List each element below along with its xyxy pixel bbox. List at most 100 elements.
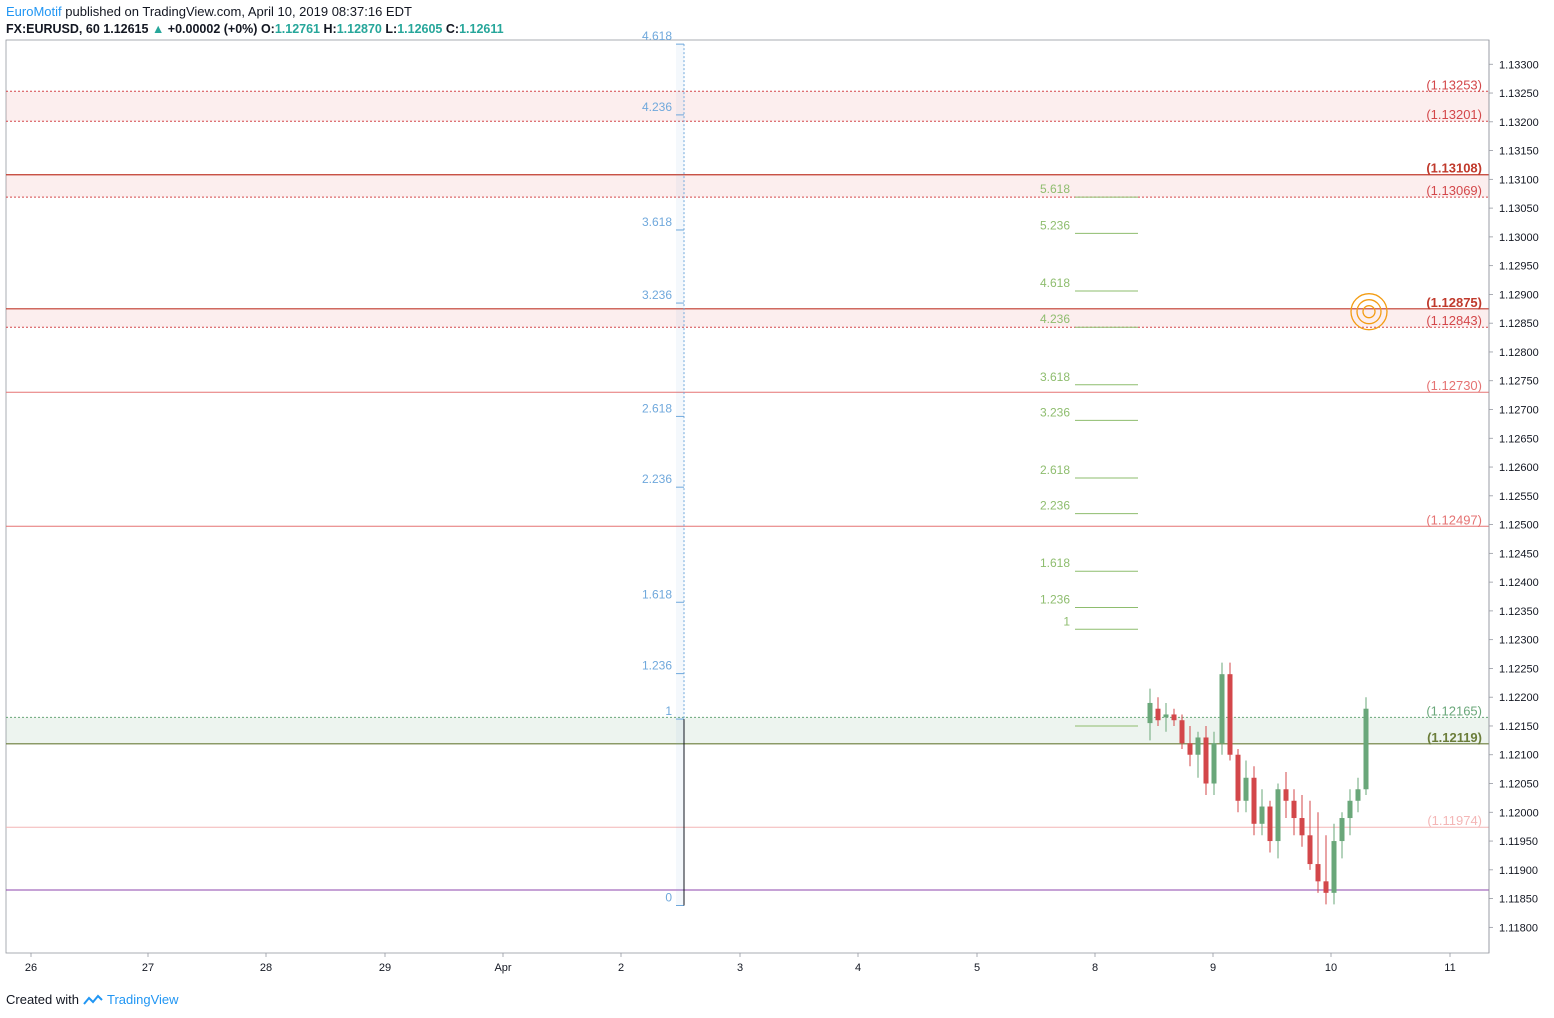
author-link[interactable]: EuroMotif xyxy=(6,4,62,19)
fib-left-band xyxy=(676,44,684,906)
price-tick-label-23: 1.12150 xyxy=(1499,721,1539,733)
price-tick-label-24: 1.12100 xyxy=(1499,750,1539,762)
candle-body-25 xyxy=(1347,800,1353,819)
time-tick-label-2: 28 xyxy=(260,962,272,974)
time-tick-label-6: 3 xyxy=(737,962,743,974)
fib-right-label-3: 4.236 xyxy=(1040,312,1070,326)
high-value: 1.12870 xyxy=(336,22,382,36)
fib-left-label-0: 4.618 xyxy=(642,29,672,43)
level-label-2: (1.13108) xyxy=(1426,161,1482,176)
candle-body-17 xyxy=(1283,789,1289,801)
marker-layer xyxy=(1350,293,1388,331)
close-value: 1.12611 xyxy=(459,22,504,36)
candle-body-20 xyxy=(1307,835,1313,865)
candle-body-2 xyxy=(1163,714,1169,718)
time-tick-label-9: 8 xyxy=(1092,962,1098,974)
candle-body-12 xyxy=(1243,777,1249,801)
footer: Created with TradingView xyxy=(6,992,179,1007)
price-tick-label-21: 1.12250 xyxy=(1499,663,1539,675)
zone-2 xyxy=(6,308,1489,328)
time-axis[interactable]: 26 27 28 29 Apr 2 3 4 5 8 9 10 11 xyxy=(25,953,1456,974)
low-value: 1.12605 xyxy=(397,22,443,36)
price-tick-label-2: 1.13200 xyxy=(1499,117,1539,129)
price-tick-label-16: 1.12500 xyxy=(1499,520,1539,532)
price-tick-label-4: 1.13100 xyxy=(1499,174,1539,186)
price-tick-label-13: 1.12650 xyxy=(1499,433,1539,445)
time-tick-label-4: Apr xyxy=(494,962,511,974)
fib-right-layer: 5.618 5.236 4.618 4.236 3.618 3.236 2.618 2.236… xyxy=(1040,182,1138,727)
open-value: 1.12761 xyxy=(274,22,321,36)
fib-left-label-8: 1 xyxy=(665,704,672,718)
marker-ring-1 xyxy=(1356,299,1382,325)
candle-body-18 xyxy=(1291,800,1297,819)
up-arrow-icon: ▲ xyxy=(151,22,165,36)
time-tick-label-8: 5 xyxy=(974,962,980,974)
price-tick-label-14: 1.12600 xyxy=(1499,462,1539,474)
price-tick-label-11: 1.12750 xyxy=(1499,376,1539,388)
price-tick-label-27: 1.11950 xyxy=(1499,836,1538,848)
time-tick-label-5: 2 xyxy=(618,962,624,974)
zone-1 xyxy=(6,174,1489,198)
candle-body-21 xyxy=(1315,864,1321,882)
price-change: +0.00002 (+0%) xyxy=(167,22,258,36)
zone-0 xyxy=(6,91,1489,122)
candle-body-22 xyxy=(1323,881,1329,893)
price-tick-label-5: 1.13050 xyxy=(1499,203,1539,215)
time-tick-label-0: 26 xyxy=(25,962,37,974)
fib-left-label-9: 0 xyxy=(665,890,672,904)
price-tick-label-30: 1.11800 xyxy=(1499,922,1538,934)
level-label-6: (1.12730) xyxy=(1426,378,1482,393)
tradingview-link[interactable]: TradingView xyxy=(106,992,179,1007)
symbol-info: FX:EURUSD, 60 1.12615 ▲ +0.00002 (+0%) O… xyxy=(6,22,504,36)
level-label-10: (1.11974) xyxy=(1427,813,1482,828)
candle-body-3 xyxy=(1171,714,1177,721)
price-tick-label-3: 1.13150 xyxy=(1499,146,1539,158)
price-axis[interactable]: 1.13300 1.13250 1.13200 1.13150 1.13100 1.130… xyxy=(1488,40,1539,953)
candle-body-8 xyxy=(1211,743,1217,784)
candle-body-26 xyxy=(1355,789,1361,801)
time-tick-label-3: 29 xyxy=(379,962,391,974)
close-label: C: xyxy=(445,22,460,36)
price-chart[interactable]: (1.13253) (1.13201) (1.13108) (1.13069) (1.1… xyxy=(0,0,1554,990)
price-tick-label-29: 1.11850 xyxy=(1499,894,1538,906)
fib-right-label-8: 1.618 xyxy=(1040,556,1070,570)
price-tick-label-1: 1.13250 xyxy=(1499,88,1539,100)
candle-body-14 xyxy=(1259,806,1265,824)
time-tick-label-7: 4 xyxy=(855,962,861,974)
time-tick-label-12: 11 xyxy=(1444,962,1455,974)
fib-right-label-9: 1.236 xyxy=(1040,592,1070,606)
fib-right-label-7: 2.236 xyxy=(1040,499,1070,513)
price-tick-label-12: 1.12700 xyxy=(1499,405,1539,417)
candle-body-9 xyxy=(1219,674,1225,744)
level-label-8: (1.12165) xyxy=(1426,703,1482,718)
candle-body-7 xyxy=(1203,737,1209,784)
price-tick-label-19: 1.12350 xyxy=(1499,606,1539,618)
fib-right-label-1: 5.236 xyxy=(1040,218,1070,232)
candle-body-13 xyxy=(1251,777,1257,824)
fib-right-label-6: 2.618 xyxy=(1040,463,1070,477)
time-tick-label-10: 9 xyxy=(1210,962,1216,974)
price-tick-label-17: 1.12450 xyxy=(1499,548,1539,560)
fib-left-layer: 4.618 4.236 3.618 3.236 2.618 2.236 1.618 1.236… xyxy=(642,29,685,906)
candle-body-19 xyxy=(1299,818,1305,836)
last-price: 1.12615 xyxy=(103,22,149,36)
candle-body-0 xyxy=(1147,702,1153,724)
publish-info: EuroMotif published on TradingView.com, … xyxy=(6,4,412,19)
price-tick-label-9: 1.12850 xyxy=(1499,318,1539,330)
time-tick-label-11: 10 xyxy=(1325,962,1337,974)
zone-3 xyxy=(6,717,1489,744)
fib-right-label-2: 4.618 xyxy=(1040,276,1070,290)
level-label-4: (1.12875) xyxy=(1426,295,1482,310)
level-label-1: (1.13201) xyxy=(1426,107,1482,122)
price-tick-label-18: 1.12400 xyxy=(1499,577,1539,589)
candle-body-4 xyxy=(1179,720,1185,744)
open-label: O: xyxy=(260,22,275,36)
level-label-5: (1.12843) xyxy=(1426,313,1482,328)
symbol-label: FX:EURUSD, 60 xyxy=(6,22,100,36)
fib-left-label-3: 3.236 xyxy=(642,288,672,302)
candle-body-5 xyxy=(1187,743,1193,755)
fib-left-label-6: 1.618 xyxy=(642,587,672,601)
time-tick-label-1: 27 xyxy=(142,962,154,974)
candle-body-23 xyxy=(1331,841,1337,893)
low-label: L: xyxy=(385,22,398,36)
